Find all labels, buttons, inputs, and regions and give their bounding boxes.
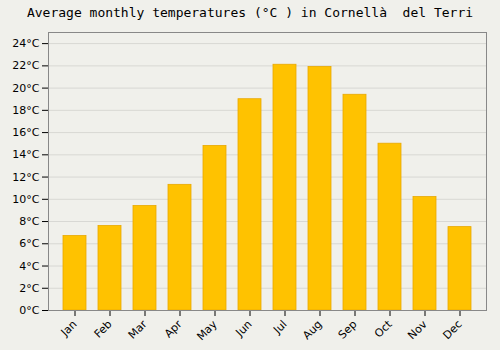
svg-text:4°C: 4°C xyxy=(19,260,39,273)
svg-text:24°C: 24°C xyxy=(12,37,39,50)
svg-text:Aug: Aug xyxy=(300,318,324,342)
svg-text:Oct: Oct xyxy=(372,317,395,340)
svg-text:18°C: 18°C xyxy=(12,104,39,117)
svg-text:12°C: 12°C xyxy=(12,171,39,184)
svg-text:20°C: 20°C xyxy=(12,82,39,95)
svg-text:6°C: 6°C xyxy=(19,237,39,250)
svg-text:8°C: 8°C xyxy=(19,215,39,228)
svg-text:May: May xyxy=(194,317,220,343)
svg-text:22°C: 22°C xyxy=(12,59,39,72)
svg-text:Jan: Jan xyxy=(58,318,80,340)
svg-text:Jun: Jun xyxy=(233,318,255,340)
svg-text:Mar: Mar xyxy=(126,317,150,341)
svg-text:Apr: Apr xyxy=(162,317,185,340)
svg-text:Nov: Nov xyxy=(405,317,430,342)
svg-text:16°C: 16°C xyxy=(12,126,39,139)
svg-text:14°C: 14°C xyxy=(12,148,39,161)
svg-text:Feb: Feb xyxy=(92,318,115,341)
html-text:Average monthly temperatures (: Average monthly temperatures (°C ) in Co… xyxy=(26,5,474,20)
svg-text:10°C: 10°C xyxy=(12,193,39,206)
svg-text:0°C: 0°C xyxy=(19,304,39,317)
svg-text:Sep: Sep xyxy=(336,318,360,342)
svg-text:Dec: Dec xyxy=(440,318,464,342)
svg-text:Jul: Jul xyxy=(270,318,289,337)
svg-text:2°C: 2°C xyxy=(19,282,39,295)
